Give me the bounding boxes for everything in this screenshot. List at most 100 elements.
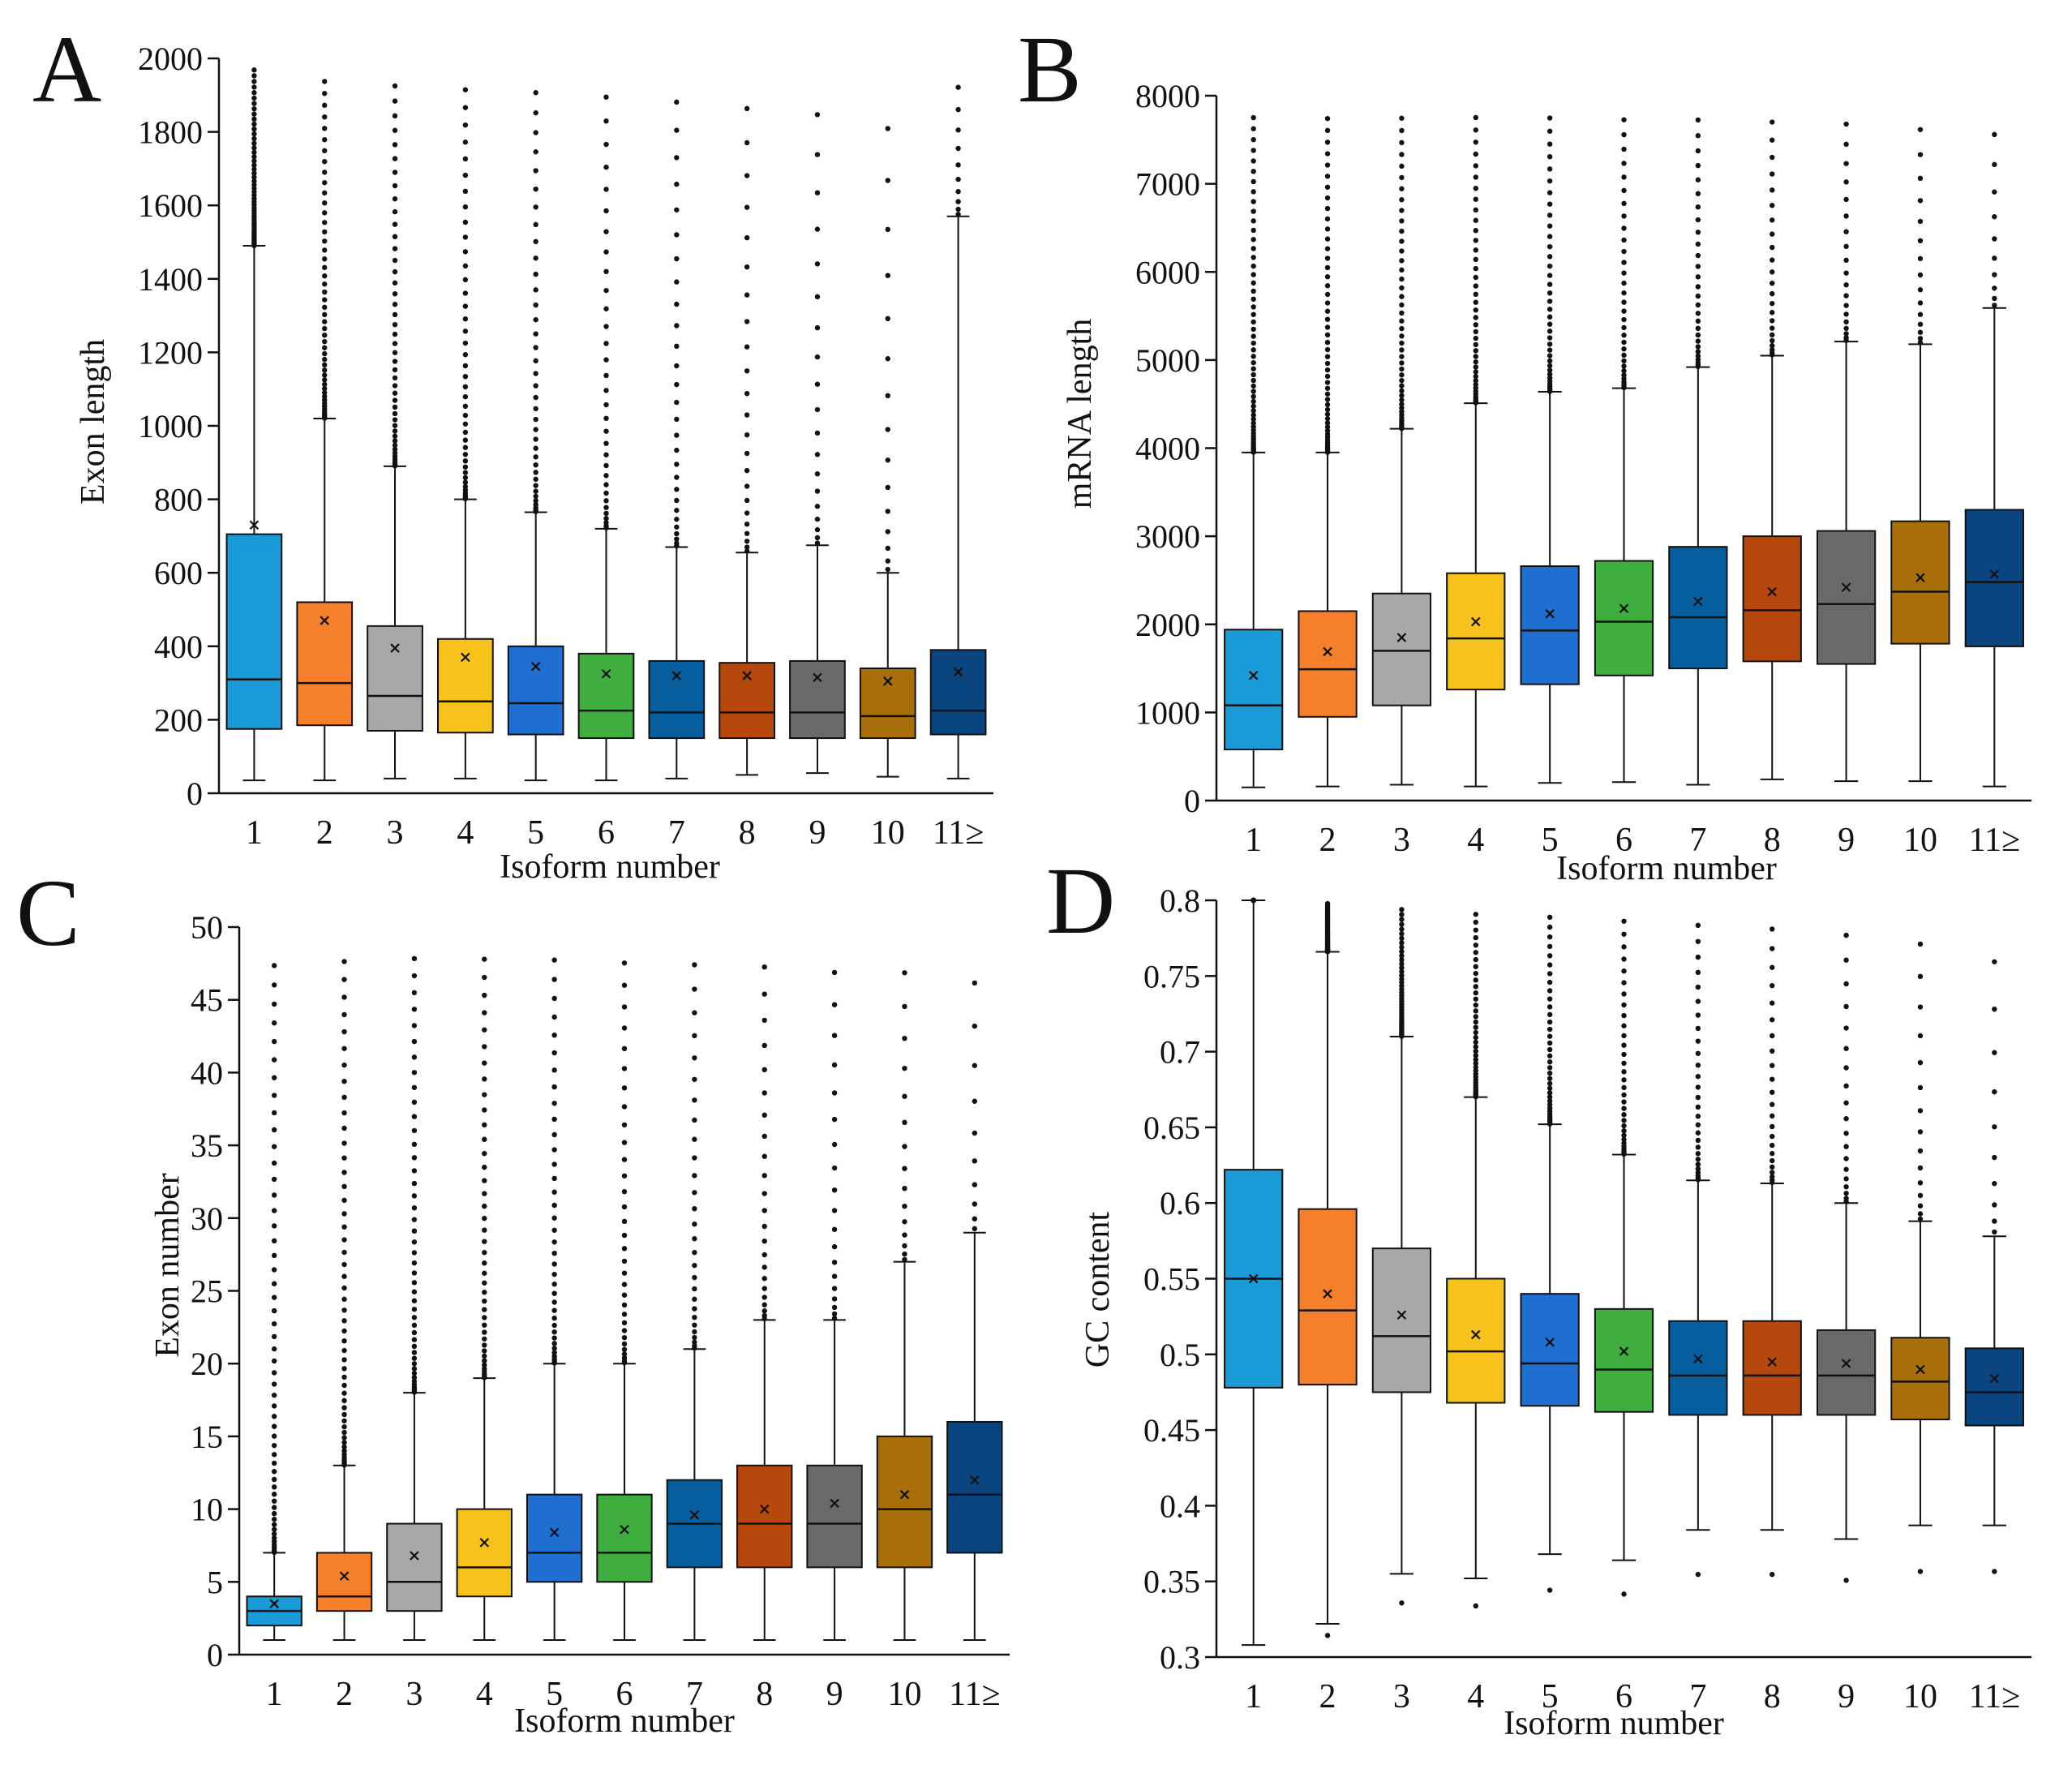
outlier-point	[1250, 178, 1256, 185]
mean-marker	[1989, 1373, 2000, 1384]
outlier-point	[1992, 286, 1997, 291]
outlier-point	[533, 371, 538, 376]
outlier-point	[322, 377, 328, 383]
outlier-point	[1770, 119, 1775, 125]
outlier-point	[1621, 346, 1627, 352]
outlier-point	[1324, 216, 1331, 222]
outlier-point	[744, 264, 750, 270]
box-body	[1446, 1277, 1506, 1404]
outlier-point	[411, 1329, 418, 1336]
box-body	[526, 1493, 583, 1583]
outlier-point	[322, 91, 328, 97]
outlier-point	[744, 539, 750, 544]
outlier-point	[692, 1097, 697, 1103]
outlier-point	[1250, 148, 1256, 153]
outlier-point	[551, 1116, 557, 1123]
outlier-point	[392, 404, 398, 410]
outlier-point	[271, 1460, 277, 1466]
outlier-point	[482, 1010, 487, 1015]
outlier-point	[814, 381, 821, 387]
outlier-point	[341, 1046, 347, 1051]
outlier-point	[955, 162, 961, 168]
outlier-point	[1473, 1053, 1478, 1058]
outlier-point	[271, 1001, 277, 1007]
outlier-point	[603, 401, 609, 408]
outlier-point	[1399, 238, 1405, 244]
outlier-point	[1324, 420, 1331, 426]
outlier-point	[341, 1110, 347, 1116]
outlier-point	[831, 1296, 838, 1302]
outlier-point	[761, 964, 767, 970]
outlier-point	[674, 381, 680, 388]
outlier-point	[621, 1140, 628, 1145]
outlier-point	[1695, 938, 1701, 944]
outlier-point	[392, 246, 398, 251]
outlier-point	[1399, 935, 1405, 942]
outlier-point	[1473, 228, 1478, 234]
outlier-point	[482, 1260, 487, 1266]
outlier-point	[1473, 207, 1478, 213]
outlier-point	[1546, 1026, 1553, 1033]
outlier-point	[1473, 335, 1478, 341]
outlier-point	[814, 406, 821, 413]
box-body	[806, 1464, 863, 1569]
outlier-point	[551, 1131, 557, 1138]
outlier-point	[1473, 1008, 1478, 1014]
box-9	[1816, 121, 1877, 783]
outlier-point	[341, 1273, 347, 1279]
y-tick-label: 1200	[138, 334, 203, 371]
outlier-point	[603, 141, 609, 148]
y-tick-label: 15	[191, 1419, 223, 1455]
outlier-point	[1399, 218, 1405, 224]
outlier-point	[533, 427, 538, 432]
outlier-point	[1770, 1571, 1775, 1578]
outlier-point	[1250, 169, 1256, 174]
outlier-point	[831, 1141, 838, 1148]
mean-marker	[1841, 1359, 1851, 1368]
x-tick-label: 1	[1245, 822, 1262, 859]
outlier-point	[1843, 179, 1849, 185]
outlier-point	[1621, 980, 1627, 985]
outlier-point	[1546, 367, 1553, 373]
outlier-point	[955, 127, 961, 133]
outlier-point	[1770, 1000, 1775, 1006]
box-body	[1816, 530, 1877, 665]
outlier-point	[1546, 371, 1553, 377]
outlier-point	[1473, 927, 1478, 933]
outlier-point	[1250, 114, 1256, 121]
y-tick-label: 40	[191, 1054, 223, 1091]
box-2	[315, 959, 373, 1642]
outlier-point	[1917, 941, 1924, 947]
outlier-point	[814, 152, 821, 157]
box-body	[1371, 1247, 1432, 1393]
y-tick-label: 0	[207, 1637, 223, 1673]
outlier-point	[674, 127, 680, 133]
outlier-point	[761, 991, 767, 997]
outlier-point	[761, 1191, 767, 1196]
outlier-point	[462, 188, 469, 195]
outlier-point	[341, 1062, 347, 1068]
outlier-point	[674, 497, 680, 504]
outlier-point	[814, 516, 821, 522]
box-7	[1668, 922, 1728, 1578]
outlier-point	[1250, 218, 1256, 224]
outlier-point	[621, 1292, 628, 1298]
outlier-point	[1546, 1070, 1553, 1076]
outlier-point	[1546, 243, 1553, 250]
outlier-point	[482, 956, 487, 962]
x-tick-label: 10	[1903, 1678, 1937, 1715]
outlier-point	[322, 356, 328, 363]
outlier-point	[271, 1442, 277, 1449]
outlier-point	[1473, 385, 1478, 391]
x-tick-label: 2	[1319, 1678, 1336, 1715]
outlier-point	[462, 303, 469, 309]
box-body	[1520, 565, 1580, 685]
outlier-point	[462, 277, 469, 283]
outlier-point	[1546, 353, 1553, 359]
outlier-point	[1695, 357, 1701, 363]
outlier-point	[1324, 397, 1331, 402]
outlier-point	[1770, 1133, 1775, 1140]
outlier-point	[761, 1276, 767, 1282]
outlier-point	[1399, 333, 1405, 339]
